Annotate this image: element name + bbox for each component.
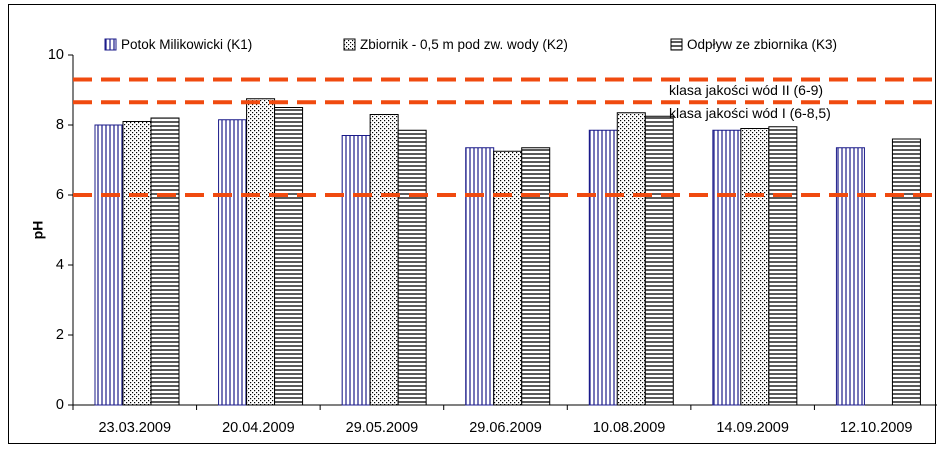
bar-k1 xyxy=(341,135,371,406)
y-tick-label: 4 xyxy=(56,257,64,273)
bar-k1 xyxy=(465,147,495,406)
bar-k1 xyxy=(835,147,865,406)
x-ticks: 23.03.2009 20.04.2009 29.05.2009 29.06.2009… xyxy=(72,405,913,436)
bars xyxy=(94,98,921,406)
legend-label-k2: Zbiornik - 0,5 m pod zw. wody (K2) xyxy=(360,37,568,52)
legend-swatch-k3 xyxy=(670,38,683,51)
y-ticks: 0 2 4 6 8 10 xyxy=(48,47,73,413)
reference-lines xyxy=(73,77,937,197)
bar-k3 xyxy=(397,129,427,406)
bar-k3 xyxy=(768,126,798,406)
y-axis-title: pH xyxy=(30,221,46,240)
bar-k1 xyxy=(94,124,124,406)
y-tick-label: 6 xyxy=(56,187,64,203)
annotation-class-ii: klasa jakości wód II (6-9) xyxy=(669,82,823,98)
x-tick-label: 14.09.2009 xyxy=(716,420,789,436)
bar-k1 xyxy=(218,119,248,406)
bar-k3 xyxy=(644,115,674,406)
legend-item-k1: Potok Milikowicki (K1) xyxy=(104,37,252,52)
legend: Potok Milikowicki (K1) Zbiornik - 0,5 m … xyxy=(104,37,837,52)
x-tick-label: 23.03.2009 xyxy=(98,420,171,436)
bar-k2 xyxy=(493,150,523,406)
bar-k1 xyxy=(712,129,742,406)
bar-k3 xyxy=(521,147,551,406)
bar-k1 xyxy=(588,129,618,406)
x-tick-label: 20.04.2009 xyxy=(222,420,295,436)
bar-k3 xyxy=(891,138,921,406)
bar-k2 xyxy=(122,121,152,406)
legend-item-k3: Odpływ ze zbiornika (K3) xyxy=(670,37,837,52)
legend-swatch-k2 xyxy=(343,38,356,51)
x-tick-label: 29.06.2009 xyxy=(469,420,542,436)
x-tick-label: 10.08.2009 xyxy=(593,420,666,436)
legend-label-k3: Odpływ ze zbiornika (K3) xyxy=(687,37,837,52)
y-tick-label: 8 xyxy=(56,117,64,133)
bar-k3 xyxy=(274,107,304,406)
y-tick-label: 2 xyxy=(56,327,64,343)
bar-k3 xyxy=(150,117,180,406)
bar-k2 xyxy=(740,128,770,406)
x-tick-label: 12.10.2009 xyxy=(840,420,913,436)
bar-k2 xyxy=(616,112,646,406)
y-tick-label: 10 xyxy=(48,47,64,63)
x-tick-label: 29.05.2009 xyxy=(346,420,419,436)
bar-k2 xyxy=(246,98,276,406)
annotation-class-i: klasa jakości wód I (6-8,5) xyxy=(669,105,831,121)
y-tick-label: 0 xyxy=(56,397,64,413)
bar-k2 xyxy=(369,114,399,406)
legend-item-k2: Zbiornik - 0,5 m pod zw. wody (K2) xyxy=(343,37,568,52)
legend-label-k1: Potok Milikowicki (K1) xyxy=(121,37,252,52)
legend-swatch-k1 xyxy=(104,38,117,51)
